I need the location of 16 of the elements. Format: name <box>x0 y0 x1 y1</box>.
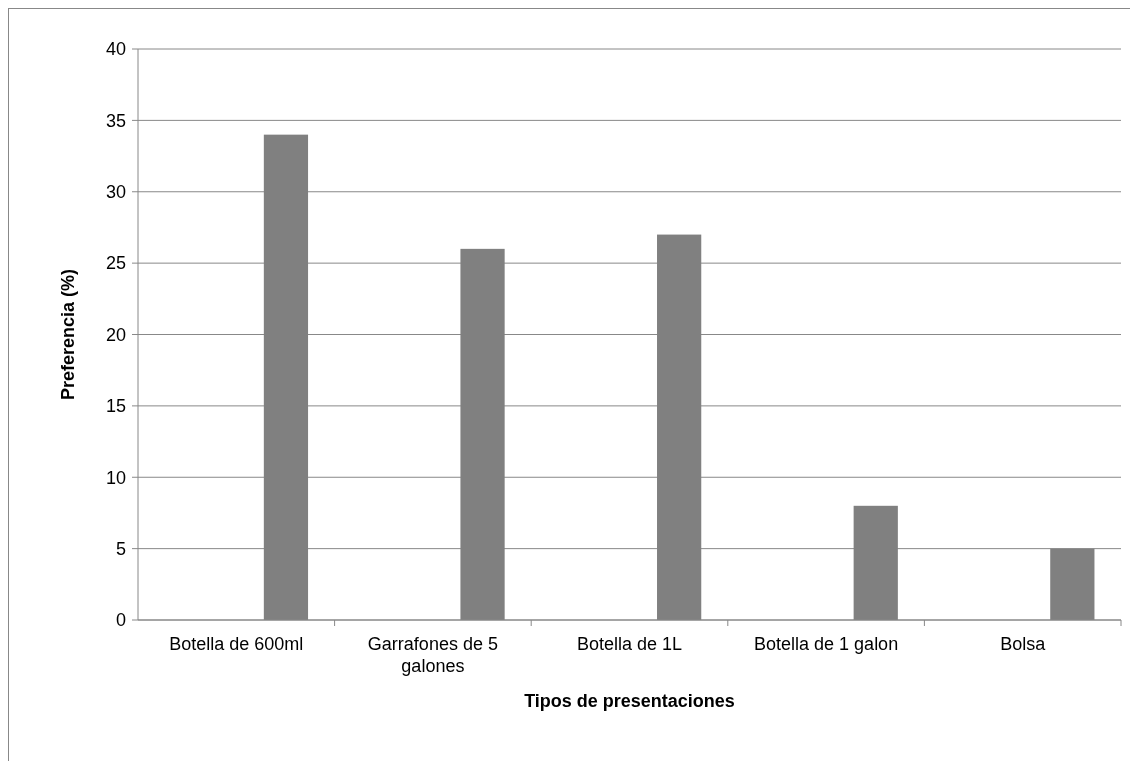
x-tick-label: Botella de 600ml <box>169 634 304 654</box>
x-tick-label: Garrafones de 5 galones <box>367 634 498 676</box>
y-tick-label: 0 <box>115 610 126 631</box>
y-tick-label: 25 <box>105 253 126 274</box>
x-axis-title: Tipos de presentaciones <box>524 691 735 711</box>
y-tick-label: 10 <box>105 467 126 488</box>
y-axis-title: Preferencia (%) <box>58 268 78 401</box>
y-tick-label: 5 <box>115 538 126 559</box>
x-tick-label: Bolsa <box>1000 634 1047 654</box>
y-tick-label: 15 <box>105 396 126 417</box>
x-tick-label: Botella de 1L <box>576 634 683 654</box>
y-tick-label: 30 <box>105 182 126 203</box>
y-tick-label: 35 <box>105 110 126 131</box>
x-tick-label: Botella de 1 galon <box>754 634 899 654</box>
y-tick-label: 20 <box>105 324 126 345</box>
y-tick-label: 40 <box>105 39 126 60</box>
